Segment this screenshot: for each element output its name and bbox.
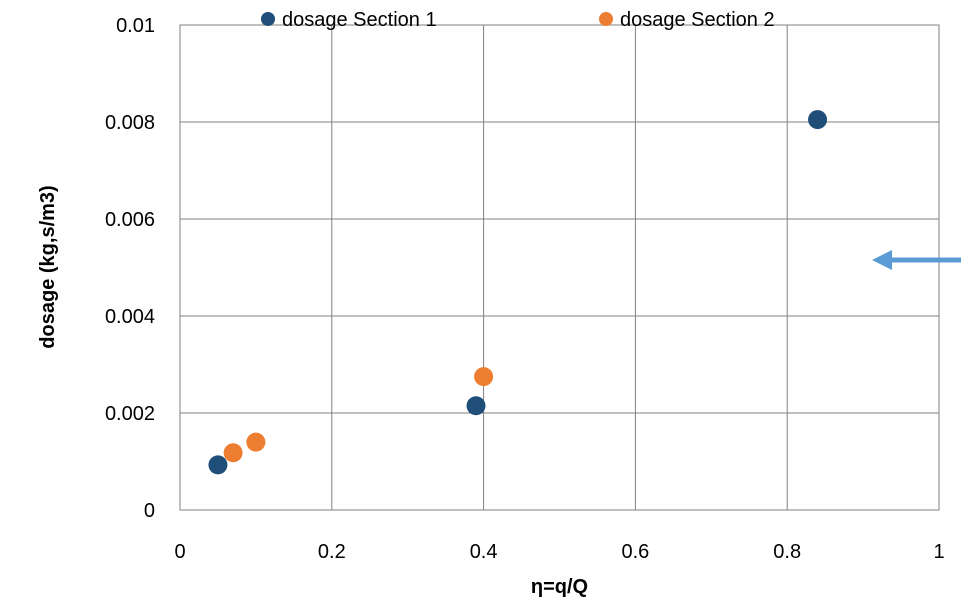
data-point-section-1 bbox=[808, 110, 827, 129]
arrow-head bbox=[872, 250, 892, 270]
legend-marker-section-1 bbox=[261, 12, 275, 26]
y-tick-label: 0 bbox=[144, 500, 155, 522]
legend-label-section-2: dosage Section 2 bbox=[620, 9, 775, 31]
x-tick-label: 1 bbox=[933, 541, 944, 563]
y-axis-ticks: 0 0.002 0.004 0.006 0.008 0.01 bbox=[105, 15, 155, 522]
y-tick-label: 0.002 bbox=[105, 403, 155, 425]
annotation-arrow bbox=[872, 250, 961, 270]
y-tick-label: 0.006 bbox=[105, 209, 155, 231]
x-tick-label: 0.8 bbox=[773, 541, 801, 563]
legend: dosage Section 1 dosage Section 2 bbox=[261, 9, 775, 31]
x-axis-title: η=q/Q bbox=[531, 576, 588, 598]
legend-marker-section-2 bbox=[599, 12, 613, 26]
data-point-section-2 bbox=[224, 443, 243, 462]
legend-label-section-1: dosage Section 1 bbox=[282, 9, 437, 31]
data-points bbox=[208, 110, 827, 474]
gridlines bbox=[180, 25, 939, 510]
x-tick-label: 0.6 bbox=[621, 541, 649, 563]
x-tick-label: 0.2 bbox=[318, 541, 346, 563]
plot-border bbox=[180, 25, 939, 510]
data-point-section-2 bbox=[474, 367, 493, 386]
data-point-section-1 bbox=[208, 455, 227, 474]
data-point-section-2 bbox=[246, 433, 265, 452]
y-axis-title: dosage (kg,s/m3) bbox=[37, 185, 59, 348]
y-tick-label: 0.008 bbox=[105, 112, 155, 134]
x-tick-label: 0 bbox=[174, 541, 185, 563]
y-tick-label: 0.01 bbox=[116, 15, 155, 37]
x-tick-label: 0.4 bbox=[470, 541, 498, 563]
data-point-section-1 bbox=[467, 396, 486, 415]
x-axis-ticks: 0 0.2 0.4 0.6 0.8 1 bbox=[174, 541, 944, 563]
y-tick-label: 0.004 bbox=[105, 306, 155, 328]
